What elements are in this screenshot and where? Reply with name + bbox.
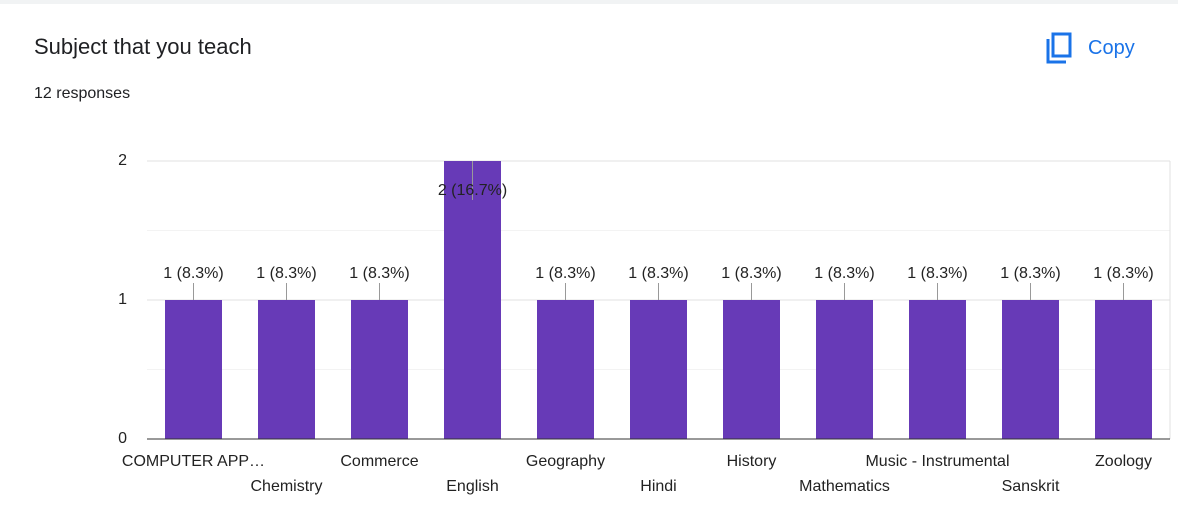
x-tick-label: Music - Instrumental: [865, 453, 1009, 470]
copy-icon: [1046, 32, 1072, 64]
value-label: 1 (8.3%): [907, 265, 967, 282]
bar: [723, 300, 780, 439]
bar: [816, 300, 873, 439]
copy-button[interactable]: Copy: [1044, 32, 1135, 64]
bar: [1002, 300, 1059, 439]
bar: [909, 300, 966, 439]
response-count: 12 responses: [34, 85, 131, 102]
x-tick-label: English: [446, 478, 498, 495]
value-label: 1 (8.3%): [535, 265, 595, 282]
bar: [165, 300, 222, 439]
bar: [630, 300, 687, 439]
value-label: 1 (8.3%): [1000, 265, 1060, 282]
x-tick-label: Sanskrit: [1002, 478, 1060, 495]
bar: [1095, 300, 1152, 439]
value-label: 1 (8.3%): [163, 265, 223, 282]
bar: [444, 161, 501, 439]
x-tick-label: Zoology: [1095, 453, 1152, 470]
x-tick-label: Hindi: [640, 478, 676, 495]
x-tick-label: Commerce: [340, 453, 418, 470]
question-title: Subject that you teach: [34, 34, 252, 59]
y-tick-label: 1: [118, 291, 127, 308]
x-tick-label: History: [727, 453, 777, 470]
copy-label[interactable]: Copy: [1088, 36, 1135, 59]
y-tick-label: 2: [118, 152, 127, 169]
x-tick-label: Chemistry: [250, 478, 322, 495]
chart: 0 1 2 1 (8.3%) COMPUTER APP… 1 (8.3%) Chemistr…: [118, 152, 1171, 495]
x-tick-label: COMPUTER APP…: [122, 453, 265, 470]
bar: [537, 300, 594, 439]
value-label: 1 (8.3%): [349, 265, 409, 282]
value-label: 1 (8.3%): [628, 265, 688, 282]
value-label: 2 (16.7%): [438, 182, 507, 199]
value-label: 1 (8.3%): [721, 265, 781, 282]
x-tick-label: Mathematics: [799, 478, 890, 495]
value-label: 1 (8.3%): [1093, 265, 1153, 282]
bar: [258, 300, 315, 439]
value-label: 1 (8.3%): [256, 265, 316, 282]
y-tick-label: 0: [118, 430, 127, 447]
bar: [351, 300, 408, 439]
x-tick-label: Geography: [526, 453, 605, 470]
value-label: 1 (8.3%): [814, 265, 874, 282]
